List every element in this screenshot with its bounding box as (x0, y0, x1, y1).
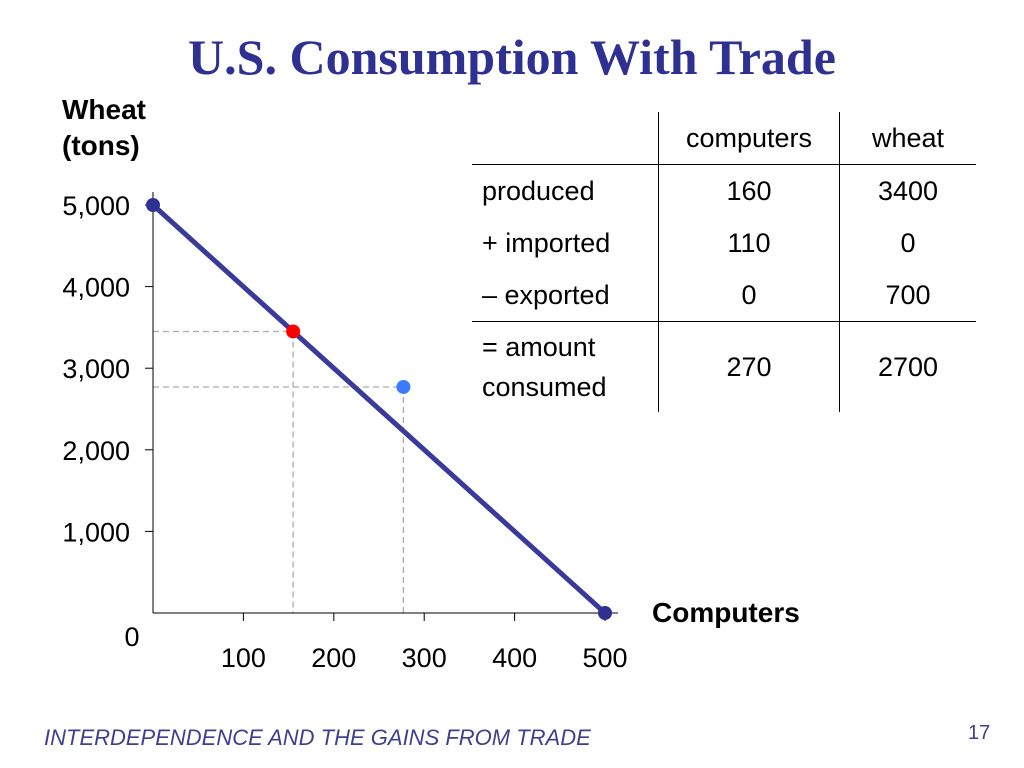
y-tick-label: 1,000 (62, 517, 130, 547)
cell-wheat: 0 (900, 227, 916, 258)
data-point (598, 606, 612, 620)
ppf-line (150, 202, 608, 616)
y-tick-label: 2,000 (62, 436, 130, 466)
cell-computers: 110 (658, 217, 840, 269)
row-label: = amount consumed (472, 321, 659, 412)
cell-computers: 0 (658, 269, 840, 322)
y-tick-label: 3,000 (62, 354, 130, 384)
row-label: – exported (472, 269, 659, 322)
series (150, 202, 608, 616)
origin-label: 0 (124, 622, 139, 652)
row-label: produced (472, 164, 659, 217)
y-tick-label: 4,000 (62, 273, 130, 303)
slide-title: U.S. Consumption With Trade (188, 29, 836, 85)
guide-lines (153, 330, 405, 613)
table-header-computers: computers (658, 112, 840, 165)
x-tick-label: 200 (311, 643, 356, 673)
cell-wheat: 2700 (877, 352, 939, 382)
table-header-row: computers wheat (472, 112, 976, 165)
data-point (146, 198, 160, 212)
table-row: produced 160 3400 (472, 164, 976, 217)
y-tick-label: 5,000 (62, 191, 130, 221)
table-row: = amount consumed 270 2700 (472, 321, 976, 412)
x-tick-label: 300 (402, 643, 447, 673)
data-point (286, 324, 301, 339)
trade-table: computers wheat produced 160 3400 + impo… (472, 112, 976, 412)
x-tick-label: 100 (221, 643, 266, 673)
slide-footer: INTERDEPENDENCE AND THE GAINS FROM TRADE (44, 725, 591, 750)
table-row: – exported 0 700 (472, 269, 976, 322)
x-axis-label: Computers (652, 597, 800, 628)
ticks: 1,000 2,000 3,000 4,000 5,000 100 200 300 400 500… (62, 191, 627, 673)
cell-wheat: 3400 (877, 175, 939, 206)
table-header-empty (472, 112, 659, 165)
cell-computers: 160 (658, 164, 840, 217)
table-row: + imported 110 0 (472, 217, 976, 269)
page-number: 17 (968, 722, 991, 744)
x-tick-label: 500 (582, 643, 627, 673)
row-label: + imported (472, 217, 659, 269)
table-header-wheat: wheat (839, 112, 976, 165)
axes (152, 192, 618, 614)
cell-computers: 270 (658, 321, 840, 412)
data-point (396, 379, 411, 394)
y-axis-label: Wheat (tons) (62, 94, 146, 161)
markers (146, 198, 612, 620)
cell-wheat: 700 (839, 269, 976, 322)
x-tick-label: 400 (492, 643, 537, 673)
